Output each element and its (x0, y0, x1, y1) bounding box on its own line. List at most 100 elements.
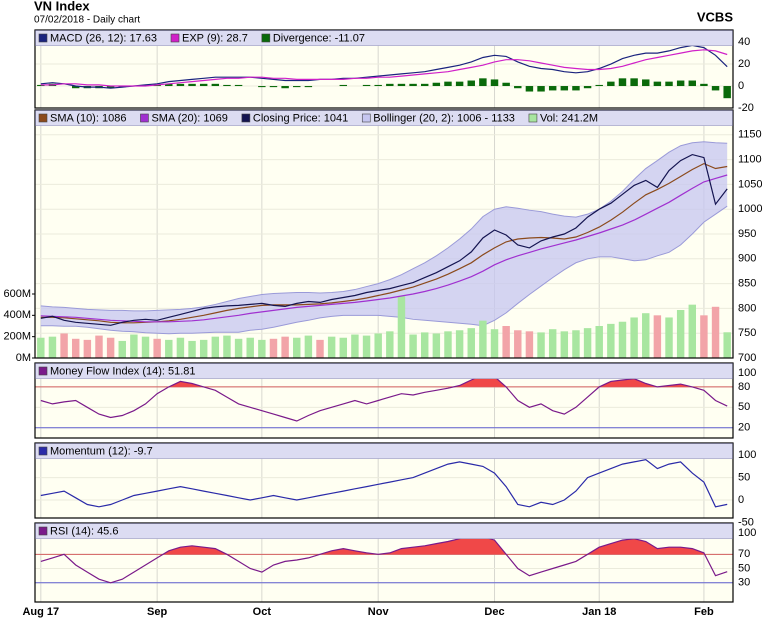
divergence-bar (339, 84, 348, 87)
divergence-bar (595, 84, 603, 87)
divergence-bar (176, 83, 185, 87)
legend-label: Momentum (12): -9.7 (50, 445, 153, 457)
y-tick-label: 900 (738, 253, 756, 265)
divergence-bar (199, 83, 208, 87)
volume-bar (327, 336, 336, 358)
divergence-bar (362, 84, 371, 87)
volume-bar (37, 337, 45, 358)
divergence-bar (211, 83, 220, 87)
volume-bar (432, 333, 441, 358)
divergence-bar (188, 83, 196, 87)
divergence-bar (479, 78, 487, 87)
y-tick-label: 1100 (738, 154, 762, 166)
volume-bar (246, 337, 254, 358)
legend-strip (35, 363, 733, 379)
panel-border (34, 362, 734, 439)
divergence-bar (630, 78, 638, 87)
divergence-bar (607, 81, 615, 87)
volume-bar (316, 339, 324, 358)
series-line (40, 533, 728, 584)
volume-bar (234, 338, 243, 358)
y-tick-label: 1050 (738, 178, 762, 190)
divergence-bar (665, 81, 673, 87)
y-tick-label: 70 (738, 548, 750, 560)
y-tick-label: 700 (738, 352, 756, 364)
volume-bar (362, 335, 371, 358)
y-tick-label: 50 (738, 562, 750, 574)
volume-bar (653, 315, 662, 358)
volume-bar (502, 326, 510, 358)
volume-bar (618, 321, 627, 358)
divergence-bar (106, 86, 115, 89)
bollinger-band (40, 141, 728, 334)
volume-bar (165, 339, 173, 358)
divergence-bar (420, 83, 429, 87)
divergence-bar (397, 83, 406, 87)
divergence-bar (525, 86, 534, 92)
divergence-bar (583, 86, 592, 89)
legend-strip (35, 523, 733, 539)
divergence-bar (281, 86, 289, 89)
legend-swatch (38, 366, 48, 376)
legend-strip (35, 443, 733, 459)
volume-bar (572, 330, 580, 358)
divergence-bar (688, 80, 697, 87)
y-tick-label: 0 (738, 80, 744, 92)
volume-bar (293, 337, 301, 358)
volume-bar (676, 310, 685, 358)
volume-bar (700, 315, 708, 358)
volume-bar (467, 328, 475, 358)
volume-bar (595, 326, 603, 358)
volume-bar (607, 323, 615, 358)
divergence-bar (293, 86, 301, 88)
series-line (40, 458, 728, 508)
bollinger-lower (40, 205, 728, 335)
y2-tick-label: 0M (16, 352, 31, 364)
volume-bar (48, 336, 57, 358)
divergence-bar (653, 81, 662, 87)
y2-tick-label: 600M (3, 288, 31, 300)
y2-tick-label: 400M (3, 309, 31, 321)
volume-bar (153, 338, 161, 358)
volume-bar (560, 331, 569, 358)
volume-bar (304, 335, 313, 358)
y-tick-label: 50 (738, 401, 750, 413)
y-tick-label: 950 (738, 228, 756, 240)
divergence-bar (386, 83, 394, 87)
volume-bar (351, 334, 359, 358)
y-tick-label: 0 (738, 494, 744, 506)
x-tick-label: Sep (147, 606, 167, 618)
y-tick-label: 50 (738, 471, 750, 483)
volume-bar (665, 317, 673, 358)
x-tick-label: Dec (484, 606, 504, 618)
legend-swatch (140, 113, 149, 123)
y-tick-label: -50 (738, 516, 754, 528)
volume-bar (455, 330, 464, 358)
divergence-bar (642, 79, 650, 87)
y-tick-label: 750 (738, 327, 756, 339)
chart-subtitle: 07/02/2018 - Daily chart (34, 15, 140, 26)
y-tick-label: 100 (738, 367, 756, 379)
y-tick-label: 1000 (738, 203, 762, 215)
legend-swatch (241, 113, 251, 123)
legend-label: Money Flow Index (14): 51.81 (50, 365, 196, 377)
divergence-bar (618, 78, 627, 87)
series-line (40, 174, 728, 323)
volume-bar (141, 336, 150, 358)
y2-tick-label: 200M (3, 331, 31, 343)
x-tick-label: Oct (253, 606, 272, 618)
volume-bar (386, 331, 394, 358)
legend-label: SMA (20): 1069 (151, 112, 227, 124)
divergence-bar (467, 80, 475, 87)
series-line (40, 153, 728, 326)
legend-label: RSI (14): 45.6 (50, 525, 118, 537)
legend-strip (35, 110, 733, 126)
legend-swatch (38, 33, 48, 43)
volume-bar (188, 340, 196, 358)
y-tick-label: 30 (738, 577, 750, 589)
overbought-fill (40, 534, 728, 555)
divergence-bar (700, 83, 708, 87)
volume-bar (409, 334, 417, 358)
x-tick-label: Nov (368, 606, 390, 618)
